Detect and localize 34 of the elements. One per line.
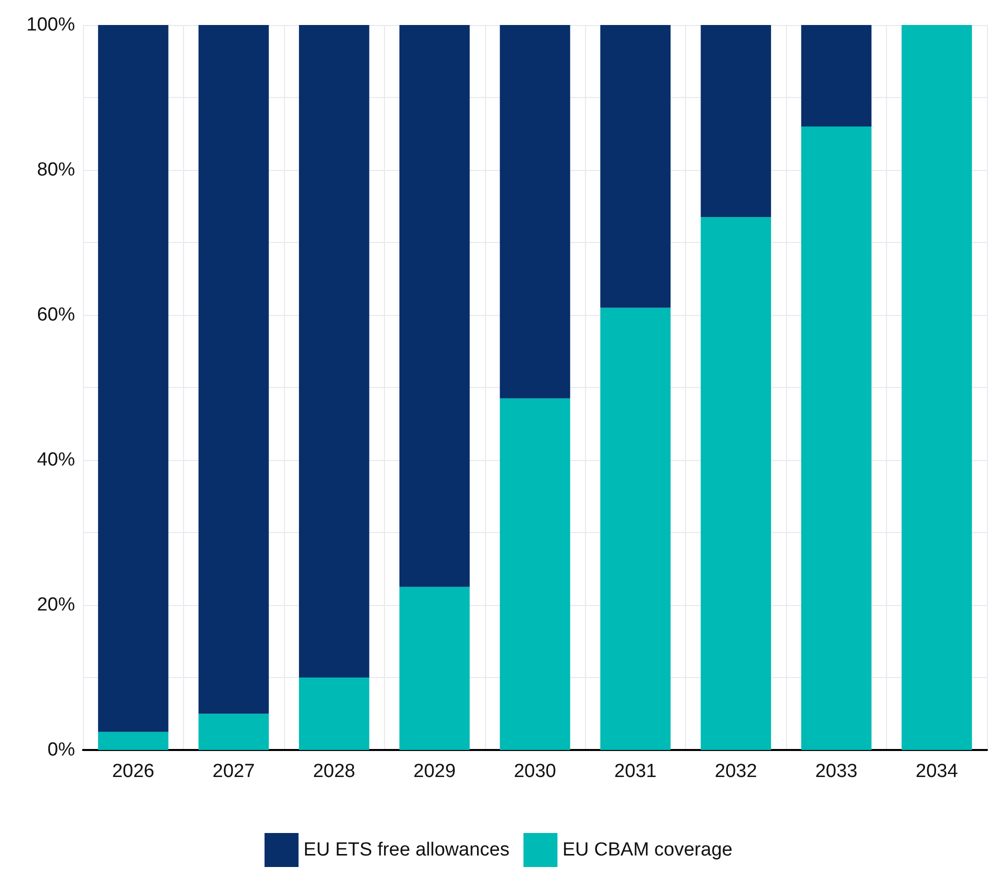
y-tick-label: 100% bbox=[26, 14, 76, 36]
bar bbox=[700, 217, 772, 750]
bar bbox=[298, 678, 370, 750]
bar bbox=[600, 25, 671, 308]
bar bbox=[500, 398, 570, 750]
x-tick-label: 2033 bbox=[815, 761, 858, 782]
bar bbox=[801, 126, 872, 750]
bar bbox=[600, 308, 671, 750]
x-tick-label: 2031 bbox=[614, 761, 657, 782]
bar bbox=[700, 25, 772, 218]
y-tick-label: 40% bbox=[36, 450, 76, 470]
bar bbox=[298, 25, 370, 678]
legend-label: EU ETS free allowances bbox=[304, 840, 510, 860]
legend-label: EU CBAM coverage bbox=[562, 840, 732, 860]
y-tick-label: 20% bbox=[36, 594, 76, 616]
y-tick-label: 0% bbox=[48, 740, 76, 760]
x-tick-label: 2026 bbox=[112, 761, 154, 782]
x-tick-label: 2034 bbox=[916, 761, 958, 782]
bar bbox=[399, 586, 470, 750]
x-tick-label: 2029 bbox=[413, 761, 456, 782]
x-tick-label: 2032 bbox=[714, 761, 758, 782]
x-tick-label: 2027 bbox=[212, 761, 255, 782]
x-tick-label: 2030 bbox=[514, 761, 556, 782]
bar bbox=[500, 25, 570, 398]
bar bbox=[902, 25, 972, 750]
y-tick-label: 80% bbox=[36, 160, 76, 180]
bar bbox=[198, 714, 269, 750]
bar bbox=[198, 25, 269, 714]
x-tick-label: 2028 bbox=[312, 761, 356, 782]
bar bbox=[98, 732, 168, 750]
bar bbox=[801, 25, 872, 126]
bar bbox=[98, 25, 168, 732]
y-tick-label: 60% bbox=[36, 304, 76, 326]
bar bbox=[399, 25, 470, 587]
